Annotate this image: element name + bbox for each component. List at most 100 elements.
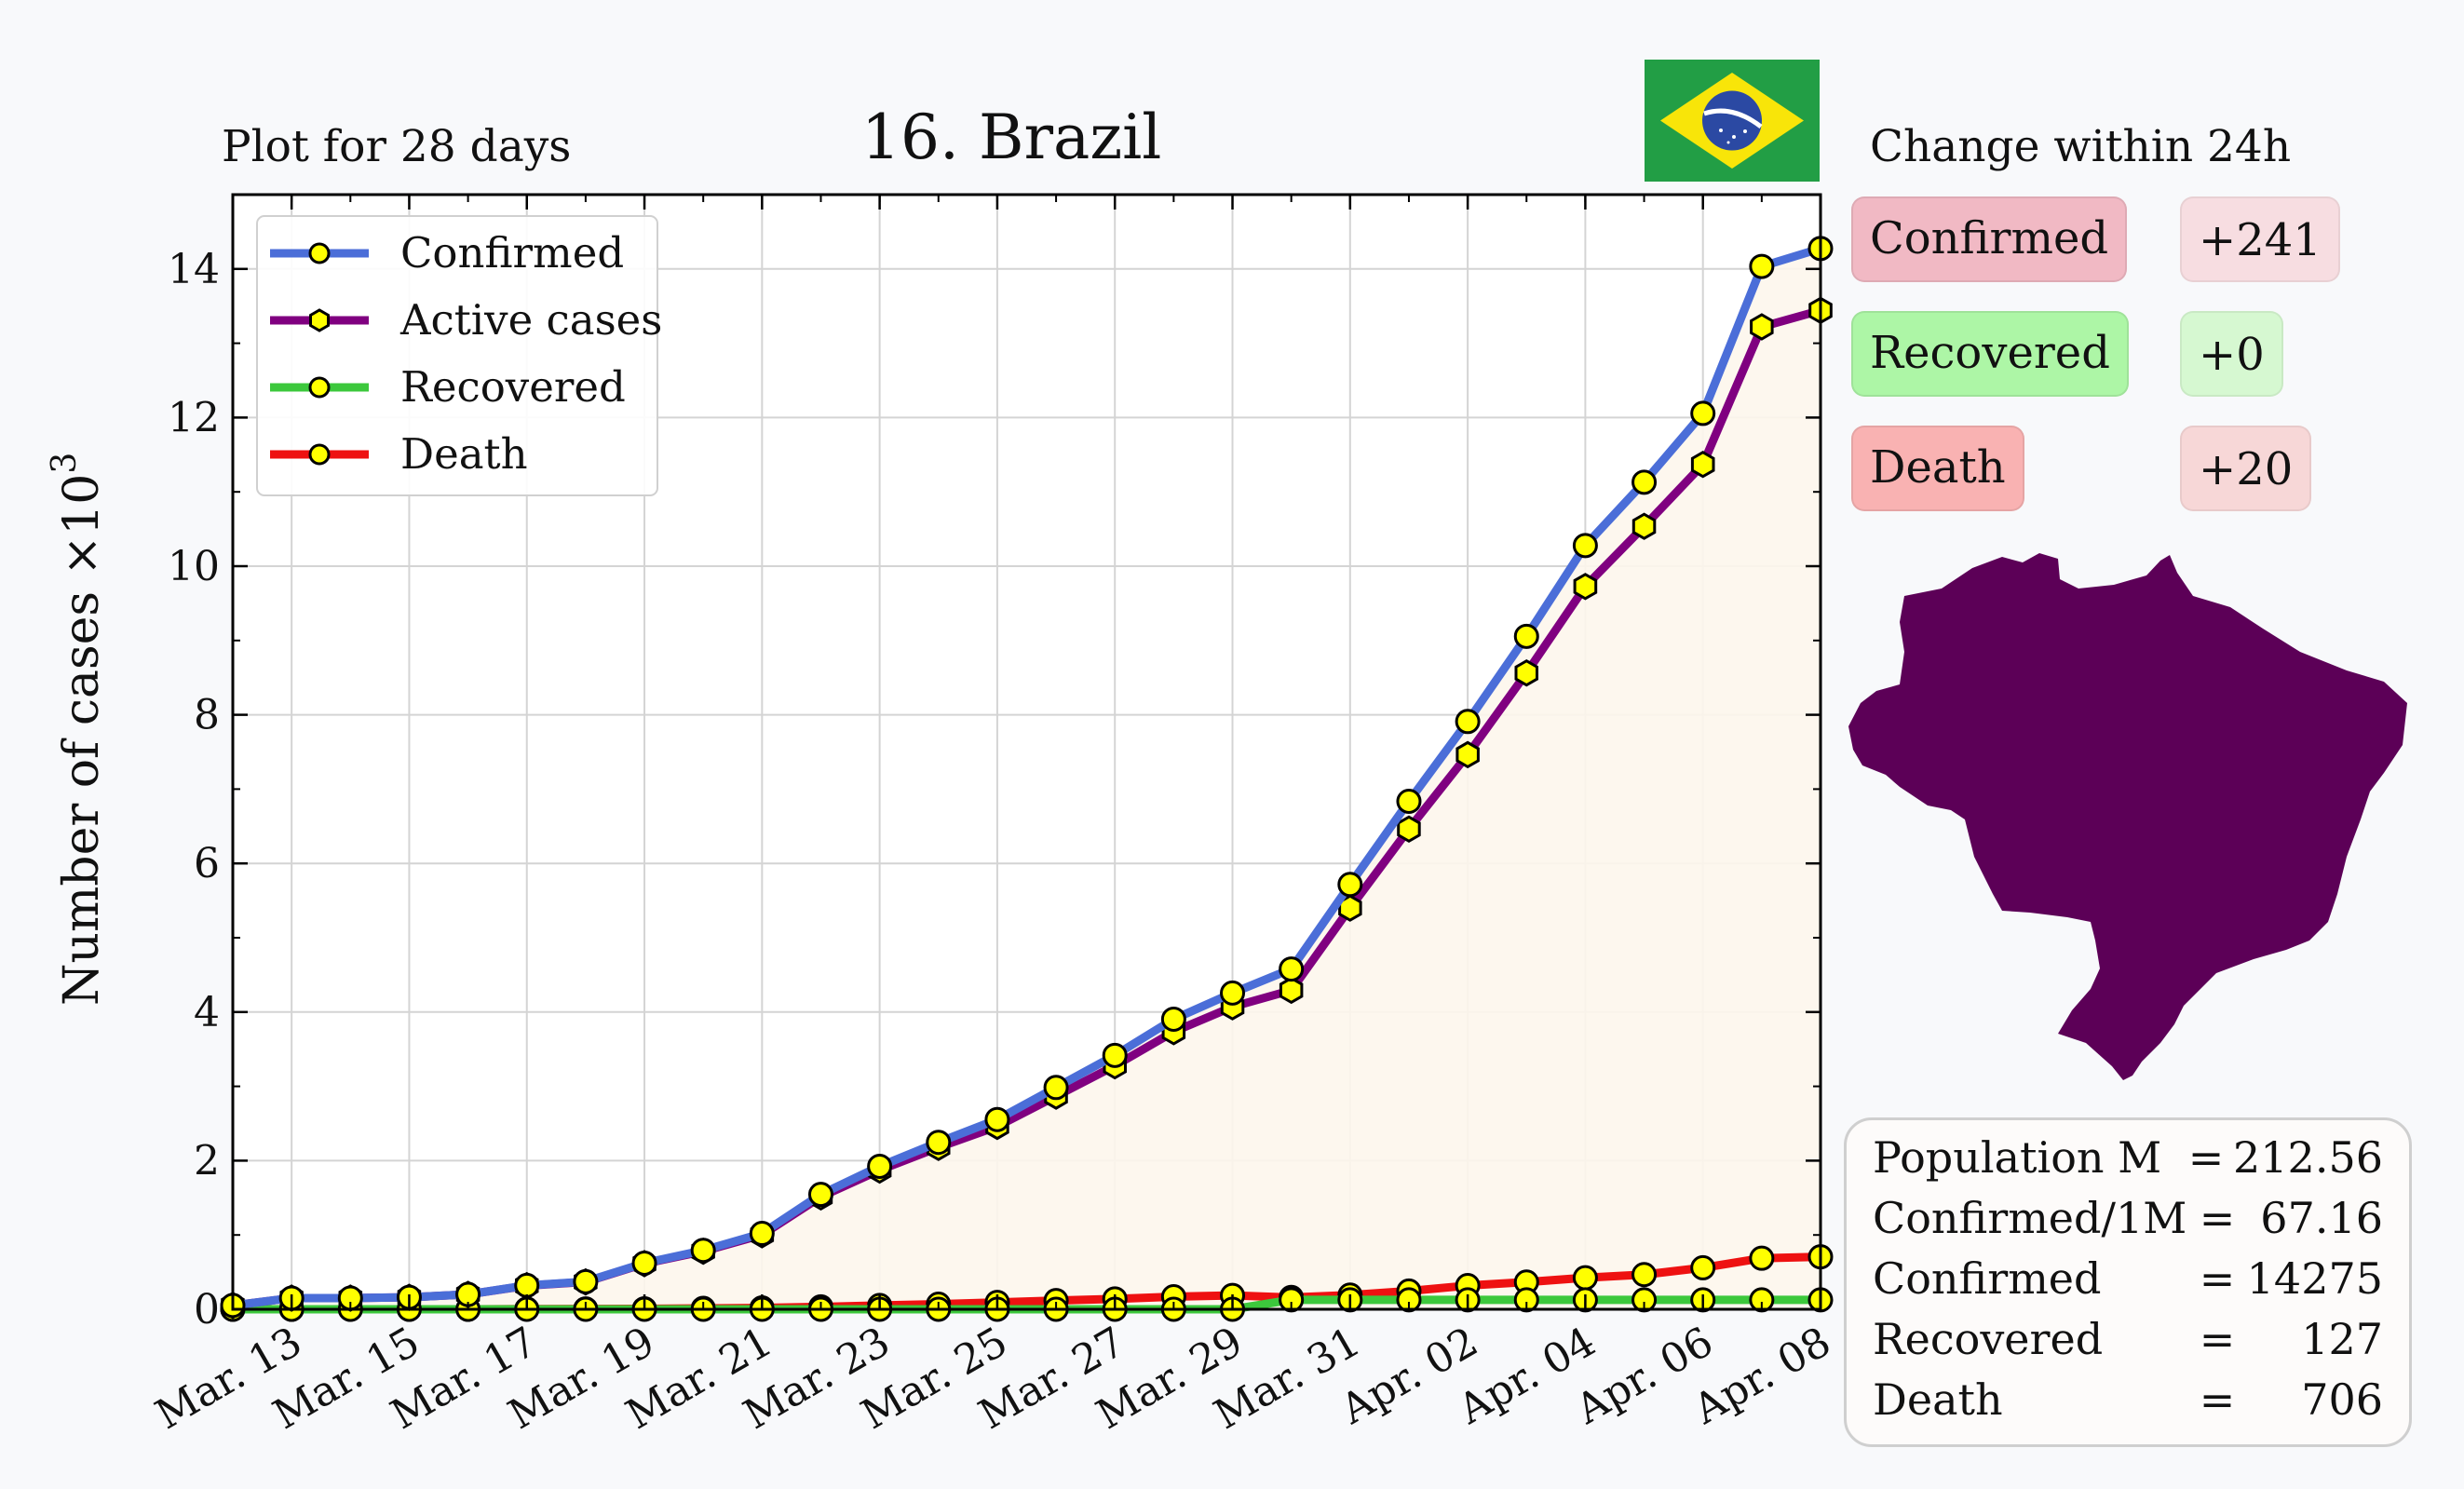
days-label: Plot for 28 days (222, 121, 571, 172)
point-confirmed (749, 1221, 775, 1247)
legend-item-death: Death (270, 429, 528, 479)
point-death (1572, 1265, 1598, 1291)
x-tick-label: Apr. 08 (1685, 1318, 1838, 1434)
stat-equals: = (2199, 1193, 2236, 1243)
y-tick-label: 10 (168, 543, 220, 590)
point-active-cases (1750, 313, 1774, 341)
point-active-cases (1514, 658, 1538, 687)
y-axis-label-exponent: 3 (46, 453, 84, 474)
point-confirmed (631, 1250, 657, 1276)
point-confirmed (1102, 1042, 1128, 1068)
stats-box: Population M = 212.56 Confirmed/1M = 67.… (1844, 1117, 2412, 1447)
change-death-label: Death (1851, 426, 2024, 511)
legend-label: Confirmed (400, 228, 624, 277)
stat-label: Confirmed/1M (1873, 1193, 2187, 1243)
point-death (1749, 1245, 1775, 1271)
y-tick-label: 12 (168, 394, 220, 441)
point-active-cases (1690, 450, 1715, 479)
stat-label: Confirmed (1873, 1253, 2102, 1304)
point-active-cases (1573, 573, 1598, 601)
stat-row-confirmed-per-million: Confirmed/1M = 67.16 (1873, 1188, 2383, 1249)
y-tick-label: 4 (194, 989, 220, 1036)
legend-marker (309, 308, 330, 332)
y-tick-label: 14 (168, 246, 220, 293)
point-confirmed (1337, 872, 1363, 898)
point-confirmed (1396, 788, 1422, 814)
stat-row-population: Population M = 212.56 (1873, 1128, 2383, 1188)
point-confirmed (1455, 709, 1481, 735)
y-axis-label-text: Number of cases ×10 (54, 474, 110, 1006)
point-active-cases (1397, 815, 1421, 844)
legend-label: Recovered (400, 362, 626, 412)
stat-value: 14275 (2246, 1253, 2383, 1304)
stat-label: Population M (1873, 1132, 2162, 1183)
stat-label: Recovered (1873, 1314, 2104, 1364)
legend-box (256, 215, 658, 496)
point-active-cases (1279, 976, 1304, 1005)
stat-value: 706 (2301, 1374, 2383, 1425)
stat-value: 67.16 (2260, 1193, 2383, 1243)
y-tick-label: 0 (194, 1286, 220, 1333)
point-death (1690, 1254, 1716, 1280)
point-recovered (1396, 1287, 1422, 1313)
legend-label: Death (400, 429, 528, 479)
y-tick-label: 8 (194, 692, 220, 739)
legend-marker (308, 376, 331, 399)
series-line-confirmed (232, 244, 1822, 1310)
legend-item-recovered: Recovered (270, 362, 626, 412)
point-confirmed (1160, 1006, 1186, 1032)
point-confirmed (1279, 956, 1305, 982)
chart-title: 16. Brazil (861, 102, 1161, 173)
point-confirmed (926, 1130, 952, 1156)
stat-label: Death (1873, 1374, 2003, 1425)
stat-row-death: Death = 706 (1873, 1370, 2383, 1430)
point-recovered (1513, 1287, 1539, 1313)
y-tick-label: 2 (194, 1137, 220, 1184)
x-tick-label: Apr. 02 (1333, 1318, 1486, 1434)
point-confirmed (573, 1268, 599, 1294)
point-confirmed (514, 1272, 540, 1298)
point-confirmed (690, 1238, 716, 1264)
plot-frame (231, 193, 1822, 1311)
point-death (1631, 1262, 1658, 1288)
change-recovered-label: Recovered (1851, 311, 2129, 397)
stat-equals: = (2199, 1253, 2236, 1304)
change-confirmed-value: +241 (2180, 196, 2340, 282)
point-active-cases (1455, 740, 1480, 769)
stat-value: 127 (2301, 1314, 2383, 1364)
point-confirmed (1043, 1075, 1069, 1101)
point-confirmed (1690, 400, 1716, 426)
stat-equals: = (2199, 1374, 2236, 1425)
change-death-value: +20 (2180, 426, 2312, 511)
point-confirmed (1631, 469, 1658, 495)
point-confirmed (1572, 533, 1598, 559)
brazil-map-icon (1848, 553, 2407, 1080)
point-confirmed (984, 1106, 1010, 1132)
legend-item-active-cases: Active cases (270, 295, 662, 345)
point-confirmed (1749, 253, 1775, 279)
point-recovered (1749, 1287, 1775, 1313)
point-active-cases (1631, 512, 1657, 540)
stat-row-confirmed: Confirmed = 14275 (1873, 1249, 2383, 1309)
x-tick-label: Apr. 06 (1567, 1318, 1721, 1434)
change-title: Change within 24h (1870, 121, 2291, 172)
stat-row-recovered: Recovered = 127 (1873, 1309, 2383, 1370)
legend-marker (308, 443, 331, 466)
stat-equals: = (2187, 1132, 2225, 1183)
legend-label: Active cases (399, 295, 662, 345)
y-tick-label: 6 (194, 840, 220, 887)
y-axis-label: Number of cases ×103 (46, 453, 110, 1006)
stat-value: 212.56 (2233, 1132, 2383, 1183)
confirmed-area-fill (233, 248, 1821, 1310)
brazil-flag-icon (1645, 60, 1820, 182)
legend: Confirmed Active cases Recovered Death (256, 215, 662, 496)
stat-equals: = (2199, 1314, 2236, 1364)
point-confirmed (807, 1182, 833, 1208)
point-recovered (1631, 1287, 1658, 1313)
change-recovered-value: +0 (2180, 311, 2283, 397)
point-confirmed (867, 1153, 893, 1179)
point-recovered (1279, 1287, 1305, 1313)
point-confirmed (1513, 623, 1539, 649)
legend-marker (308, 242, 331, 264)
